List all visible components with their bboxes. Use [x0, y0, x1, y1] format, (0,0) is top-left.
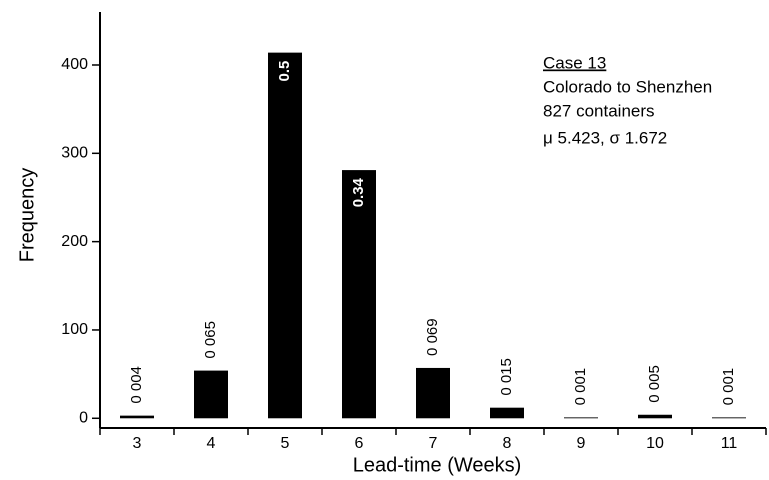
value-label: 0 069	[424, 318, 441, 356]
x-tick-label: 4	[207, 435, 216, 452]
x-tick-label: 6	[355, 435, 364, 452]
x-tick-label: 8	[503, 435, 512, 452]
x-tick-label: 5	[281, 435, 290, 452]
y-tick-label: 300	[61, 145, 88, 162]
annotation-title: Case 13	[543, 53, 606, 72]
bar	[490, 407, 524, 419]
value-label: 0 004	[128, 366, 145, 404]
annotation-line: Colorado to Shenzhen	[543, 77, 712, 96]
bar	[564, 417, 598, 419]
x-tick-label: 3	[133, 435, 142, 452]
bar	[638, 414, 672, 419]
x-tick-label: 11	[721, 435, 738, 452]
y-tick-label: 400	[61, 56, 88, 73]
bar	[120, 415, 154, 419]
value-label: 0 001	[572, 368, 589, 406]
annotation-line: μ 5.423, σ 1.672	[543, 128, 667, 147]
bar	[194, 370, 228, 419]
value-label: 0.5	[276, 61, 293, 82]
x-tick-label: 7	[429, 435, 438, 452]
y-axis-label: Frequency	[16, 168, 38, 263]
x-axis-label: Lead-time (Weeks)	[353, 454, 522, 476]
bar	[416, 367, 450, 419]
bar	[268, 52, 302, 419]
value-label: 0 065	[202, 321, 219, 359]
x-tick-label: 9	[577, 435, 586, 452]
value-label: 0 001	[720, 368, 737, 406]
x-tick-label: 10	[646, 435, 664, 452]
annotation-line: 827 containers	[543, 101, 655, 120]
y-tick-label: 100	[61, 321, 88, 338]
y-tick-label: 200	[61, 233, 88, 250]
value-label: 0.34	[350, 177, 367, 207]
bar	[342, 170, 376, 419]
value-label: 0 005	[646, 365, 663, 403]
y-tick-label: 0	[79, 410, 88, 427]
bar	[712, 417, 746, 419]
value-label: 0 015	[498, 358, 515, 396]
